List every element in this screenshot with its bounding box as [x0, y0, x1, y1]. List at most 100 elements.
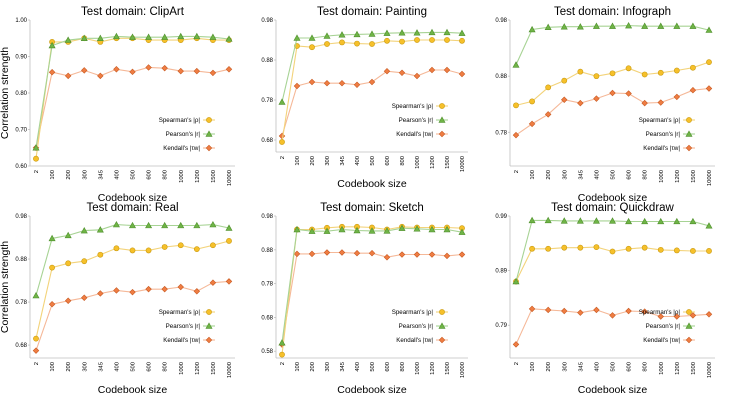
y-tick-label: 0.98: [261, 18, 273, 24]
data-point-spearman: [673, 247, 680, 254]
data-point-pearson: [353, 30, 361, 38]
data-point-pearson: [428, 225, 436, 233]
data-point-pearson: [512, 61, 520, 68]
data-point-pearson: [193, 32, 201, 40]
data-point-pearson: [413, 29, 421, 36]
data-point-pearson: [592, 217, 600, 224]
legend-marker-kendall: [685, 336, 693, 344]
data-point-kendall: [413, 72, 421, 80]
x-tick-label: 10000: [707, 170, 713, 186]
data-point-pearson: [458, 29, 466, 36]
chart-title: Test domain: ClipArt: [81, 6, 185, 18]
x-tick-label: 1500: [691, 170, 697, 183]
legend-label-spearman: Spearman's |ρ|: [392, 103, 434, 110]
data-point-pearson: [80, 34, 88, 41]
data-point-spearman: [429, 37, 435, 43]
data-point-pearson: [323, 227, 331, 234]
data-point-spearman: [706, 248, 712, 254]
data-point-spearman: [49, 264, 55, 271]
y-tick-label: 0.90: [15, 55, 27, 61]
data-point-kendall: [593, 306, 600, 314]
data-point-kendall: [544, 306, 552, 314]
data-point-kendall: [209, 279, 217, 286]
data-point-spearman: [129, 247, 136, 254]
legend-label-kendall: Kendall's |τw|: [643, 337, 680, 344]
data-point-spearman: [113, 245, 120, 252]
data-point-spearman: [609, 248, 616, 255]
data-point-pearson: [560, 23, 568, 30]
data-point-kendall: [48, 68, 56, 76]
x-tick-label: 600: [627, 362, 633, 372]
x-tick-label: 500: [611, 170, 617, 180]
legend-marker-spearman: [206, 117, 212, 123]
x-axis-label: Codebook size: [578, 192, 648, 204]
x-tick-label: 10000: [707, 362, 713, 378]
y-tick-label: 0.89: [495, 269, 507, 275]
legend-label-pearson: Pearson's |r|: [646, 323, 681, 330]
data-point-kendall: [81, 294, 88, 301]
legend-marker-pearson: [205, 322, 213, 329]
data-point-kendall: [458, 251, 466, 258]
y-tick-label: 0.88: [495, 74, 507, 80]
x-tick-label: 1200: [195, 362, 201, 375]
x-tick-label: 400: [114, 170, 120, 180]
data-point-kendall: [673, 313, 681, 320]
chart-panel-1: Test domain: ClipArt 0.60 0.70 0.80 0.90 1.00…: [0, 6, 235, 204]
legend-marker-kendall: [685, 144, 693, 152]
data-point-kendall: [689, 312, 697, 319]
data-point-pearson: [544, 23, 552, 31]
x-tick-label: 600: [147, 170, 153, 180]
data-point-kendall: [145, 285, 152, 293]
x-tick-label: 500: [611, 362, 617, 372]
data-point-spearman: [279, 351, 285, 358]
data-point-spearman: [545, 245, 552, 252]
data-point-pearson: [209, 220, 217, 228]
x-tick-label: 1200: [195, 170, 201, 183]
y-tick-label: 0.70: [15, 128, 27, 134]
data-point-kendall: [323, 79, 331, 87]
data-point-pearson: [625, 21, 633, 29]
data-point-pearson: [96, 226, 104, 233]
data-point-kendall: [625, 307, 632, 315]
data-point-pearson: [64, 231, 72, 239]
y-tick-label: 0.98: [495, 18, 507, 24]
x-tick-label: 600: [385, 362, 391, 372]
data-point-kendall: [443, 252, 451, 260]
chart-panel-6: Test domain: Quickdraw 0.79 0.89 0.99 2 100 20…: [495, 202, 715, 396]
legend-marker-pearson: [685, 130, 693, 137]
legend-label-spearman: Spearman's |ρ|: [159, 309, 201, 316]
data-point-kendall: [278, 132, 286, 140]
series-line-spearman: [35, 37, 229, 159]
series-line-kendall: [35, 66, 230, 148]
x-tick-label: 1500: [211, 362, 217, 375]
data-point-pearson: [368, 227, 376, 234]
data-point-kendall: [225, 278, 233, 285]
y-tick-label: 0.98: [261, 214, 273, 220]
data-point-pearson: [48, 41, 56, 49]
data-point-spearman: [657, 69, 664, 76]
data-point-spearman: [161, 244, 168, 250]
data-point-kendall: [428, 66, 436, 74]
data-point-kendall: [544, 111, 552, 118]
x-tick-label: 2: [280, 362, 286, 365]
x-tick-label: 1200: [430, 156, 436, 169]
x-tick-label: 10000: [227, 362, 233, 378]
x-tick-label: 600: [385, 156, 391, 166]
x-tick-label: 500: [131, 170, 137, 180]
y-tick-label: 0.68: [261, 138, 273, 144]
x-tick-label: 345: [340, 156, 346, 166]
data-point-kendall: [368, 78, 376, 86]
data-point-kendall: [641, 308, 648, 315]
data-point-pearson: [193, 221, 201, 229]
data-point-kendall: [308, 250, 316, 258]
data-point-spearman: [33, 335, 39, 342]
x-tick-label: 1000: [659, 362, 665, 375]
data-point-pearson: [443, 225, 451, 233]
data-point-pearson: [64, 36, 72, 43]
x-tick-label: 345: [98, 362, 104, 372]
data-point-pearson: [560, 217, 568, 224]
data-point-kendall: [353, 249, 361, 257]
x-tick-label: 100: [295, 362, 301, 372]
x-tick-label: 200: [66, 170, 72, 180]
